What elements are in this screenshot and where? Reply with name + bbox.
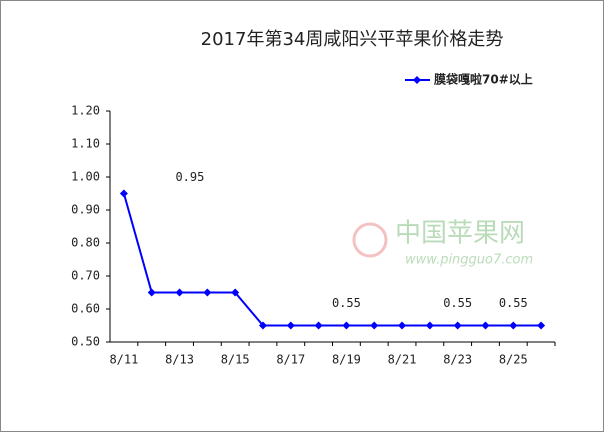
x-tick-label: 8/25 [499, 353, 528, 367]
data-label: 0.55 [332, 296, 361, 310]
data-label: 0.55 [499, 296, 528, 310]
data-label: 0.95 [175, 170, 204, 184]
y-tick-label: 1.10 [71, 137, 100, 151]
point-marker [370, 321, 379, 330]
watermark-url: www.pingguo7.com [405, 253, 533, 268]
x-tick-label: 8/13 [165, 353, 194, 367]
x-tick-label: 8/11 [109, 353, 138, 367]
point-marker [286, 321, 295, 330]
point-marker [398, 321, 407, 330]
point-marker [453, 321, 462, 330]
x-tick-label: 8/23 [443, 353, 472, 367]
y-tick-label: 0.50 [71, 335, 100, 349]
y-tick-label: 0.90 [71, 203, 100, 217]
point-marker [258, 321, 267, 330]
x-tick-label: 8/15 [221, 353, 250, 367]
point-marker [314, 321, 323, 330]
point-marker [509, 321, 518, 330]
chart-title: 2017年第34周咸阳兴平苹果价格走势 [201, 29, 504, 50]
point-marker [119, 189, 128, 198]
y-tick-label: 1.20 [71, 104, 100, 118]
watermark-logo [352, 222, 388, 258]
point-marker [175, 288, 184, 297]
legend-label: 膜袋嘎啦70#以上 [434, 72, 533, 87]
y-tick-label: 0.70 [71, 269, 100, 283]
legend-marker [413, 76, 421, 84]
point-marker [231, 288, 240, 297]
x-tick-label: 8/21 [388, 353, 417, 367]
point-marker [537, 321, 546, 330]
data-label: 0.55 [443, 296, 472, 310]
point-marker [481, 321, 490, 330]
watermark: 中国苹果网 www.pingguo7.com [352, 219, 533, 268]
series-line [122, 193, 542, 327]
point-marker [342, 321, 351, 330]
y-tick-label: 0.60 [71, 302, 100, 316]
x-tick-label: 8/19 [332, 353, 361, 367]
point-marker [147, 288, 156, 297]
point-marker [203, 288, 212, 297]
watermark-text: 中国苹果网 [395, 219, 525, 249]
point-marker [425, 321, 434, 330]
x-tick-label: 8/17 [276, 353, 305, 367]
y-tick-label: 0.80 [71, 236, 100, 250]
y-tick-label: 1.00 [71, 170, 100, 184]
